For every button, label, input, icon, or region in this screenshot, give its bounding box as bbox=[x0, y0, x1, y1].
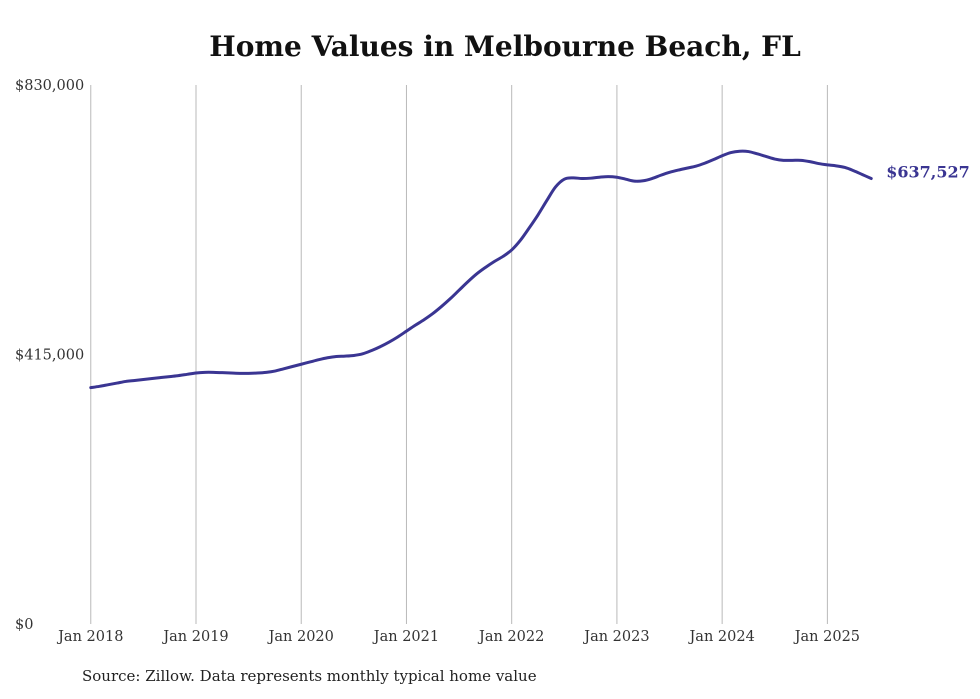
axis-labels: Jan 2018 Jan 2019 Jan 2020 Jan 2021 Jan 2022… bbox=[15, 78, 860, 645]
chart-title: Home Values in Melbourne Beach, FL bbox=[209, 30, 801, 63]
y-tick-label: $830,000 bbox=[15, 78, 84, 94]
x-tick-label: Jan 2024 bbox=[687, 629, 754, 645]
y-tick-label: $0 bbox=[15, 617, 33, 633]
y-tick-label: $415,000 bbox=[15, 348, 84, 364]
grid-lines bbox=[90, 85, 828, 624]
x-tick-label: Jan 2022 bbox=[477, 629, 544, 645]
series-line bbox=[89, 149, 873, 390]
x-tick-label: Jan 2019 bbox=[161, 629, 228, 645]
x-tick-label: Jan 2023 bbox=[582, 629, 649, 645]
source-note: Source: Zillow. Data represents monthly … bbox=[82, 667, 537, 685]
x-tick-label: Jan 2020 bbox=[267, 629, 334, 645]
series-layer bbox=[89, 149, 873, 390]
x-tick-label: Jan 2018 bbox=[56, 629, 123, 645]
x-tick-label: Jan 2025 bbox=[793, 629, 860, 645]
end-value-label: $637,527 bbox=[886, 163, 970, 182]
annotations: $637,527 bbox=[886, 163, 970, 182]
x-tick-label: Jan 2021 bbox=[372, 629, 439, 645]
